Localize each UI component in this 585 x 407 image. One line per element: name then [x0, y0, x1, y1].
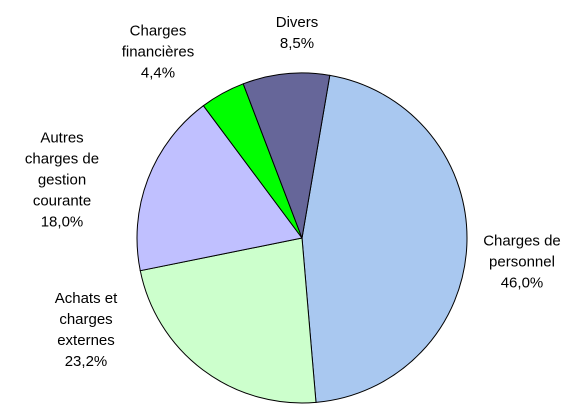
slice-label: Charges financières 4,4% — [103, 21, 213, 84]
slice-label: Achats et charges externes 23,2% — [36, 288, 136, 372]
pie-slice — [139, 237, 317, 404]
category-label: Charges de personnel — [483, 232, 561, 271]
category-label: Achats et charges externes — [54, 290, 118, 349]
slice-label: Autres charges de gestion courante 18,0% — [12, 128, 112, 233]
category-label: Divers — [275, 14, 319, 31]
slice-label: Divers 8,5% — [257, 12, 337, 54]
pie-slice — [242, 72, 331, 240]
category-label: Autres charges de gestion courante — [24, 129, 100, 210]
value-label: 8,5% — [279, 35, 315, 52]
value-label: 23,2% — [64, 353, 108, 370]
value-label: 46,0% — [500, 274, 544, 292]
pie-slice — [136, 104, 303, 272]
pie-slice — [301, 74, 468, 403]
value-label: 18,0% — [40, 213, 84, 231]
slice-label: Charges de personnel 46,0% — [477, 231, 567, 294]
value-label: 4,4% — [140, 64, 176, 82]
category-label: Charges financières — [121, 22, 195, 61]
